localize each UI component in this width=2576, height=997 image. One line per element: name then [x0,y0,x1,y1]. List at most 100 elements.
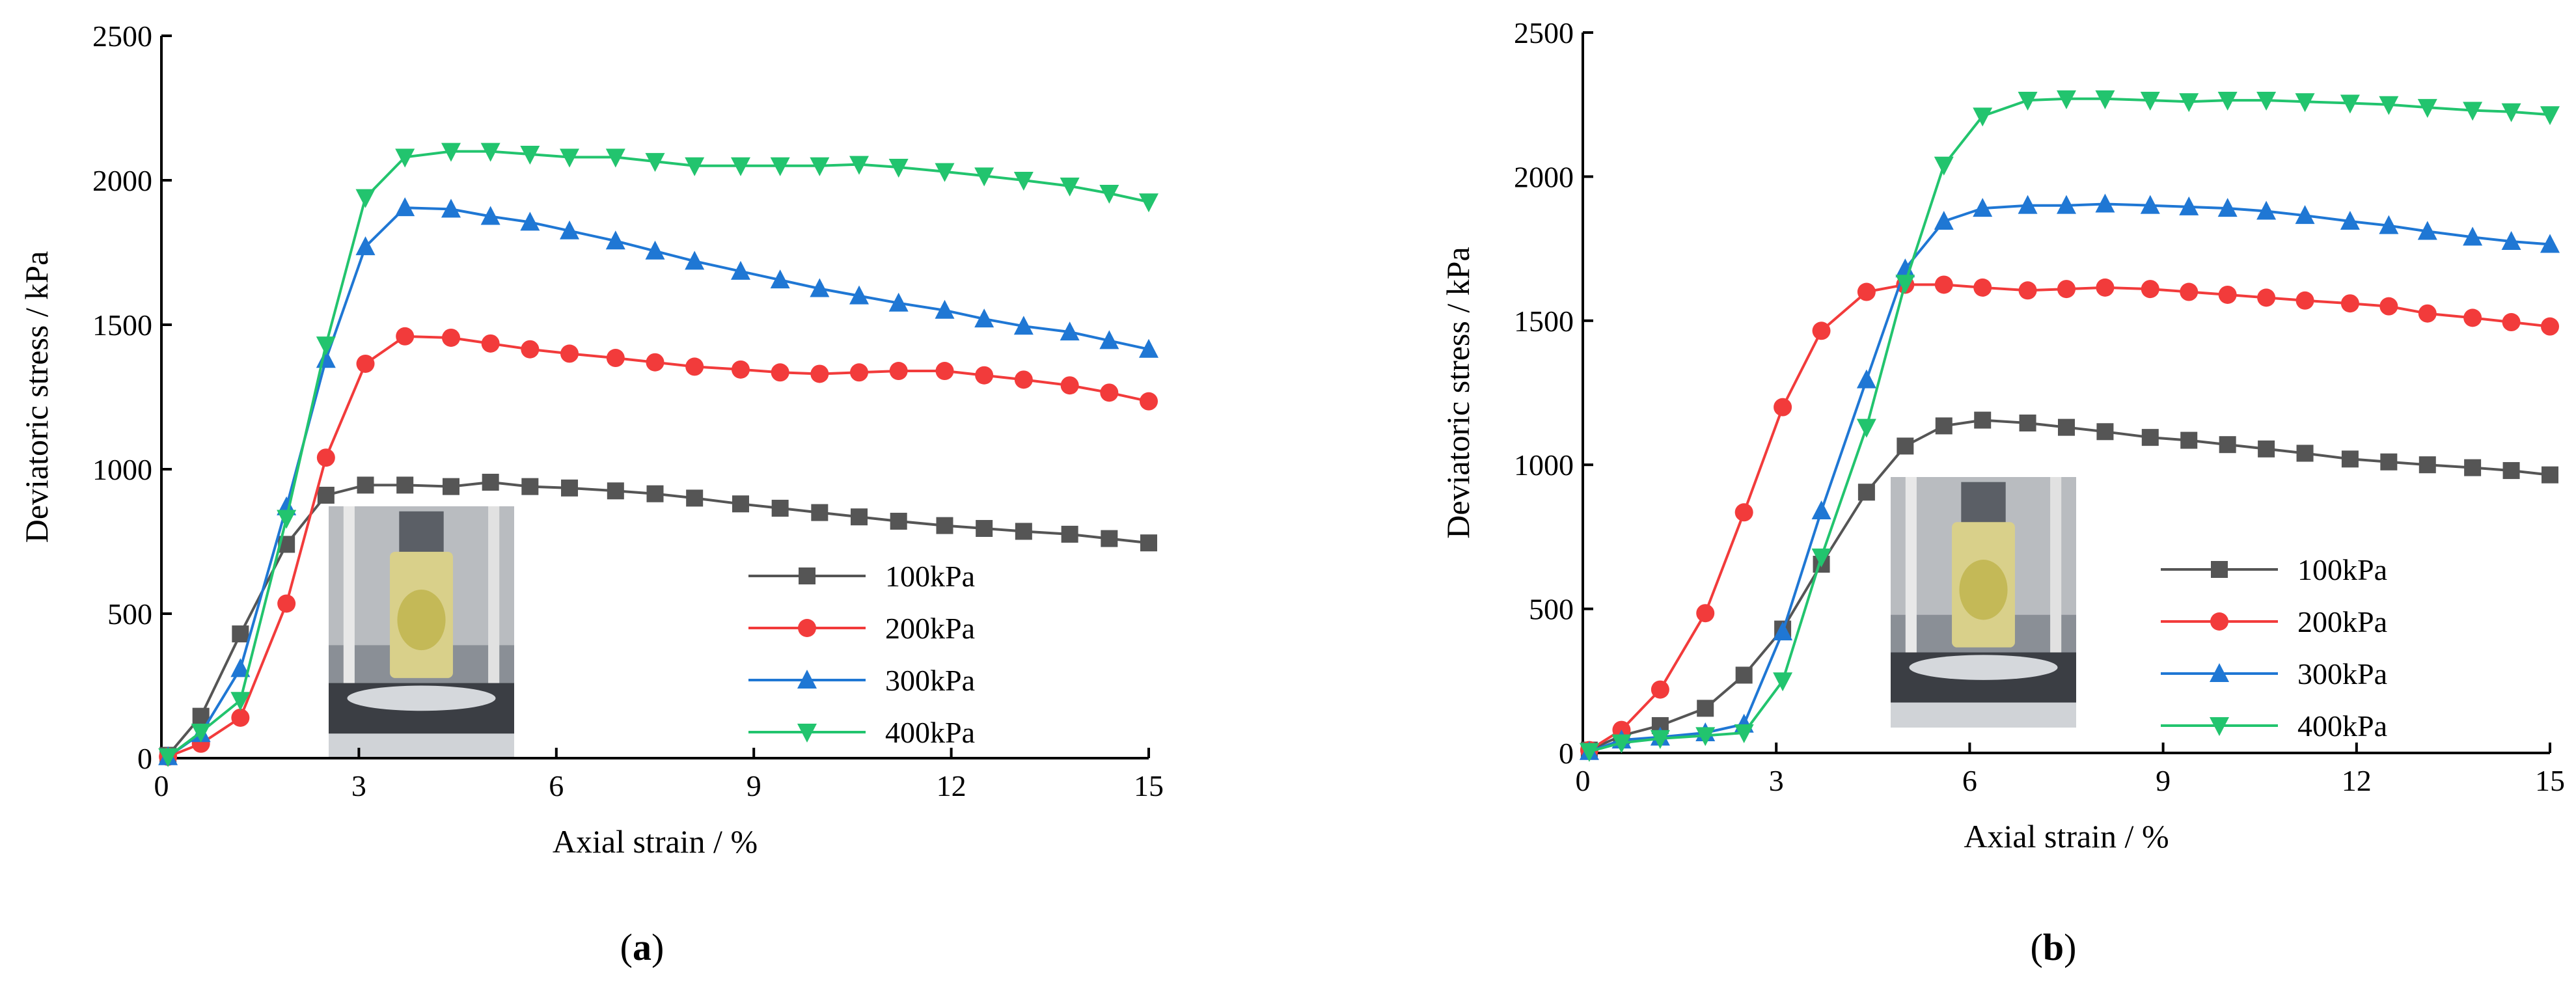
chart-panel-b: 0 3 6 9 12 15 0 500 1000 1500 2000 2500 Axial strain… [1440,16,2565,968]
data-point-100kPa [851,508,868,526]
data-point-200kPa [2257,288,2276,307]
data-point-200kPa [850,363,869,382]
data-point-200kPa [2541,317,2559,336]
legend-entry-100kPa: 100kPa [748,560,975,593]
data-point-300kPa [605,230,625,250]
data-point-200kPa [441,328,460,347]
photo-piston [1961,482,2006,527]
y-tick-label: 2000 [92,164,152,197]
legend-label: 400kPa [885,716,975,749]
data-point-400kPa [277,510,297,529]
data-point-100kPa [2380,453,2398,471]
data-point-100kPa [396,476,414,494]
y-tick-label: 1500 [92,308,152,342]
photo-plate [329,733,514,759]
data-point-400kPa [1811,548,1831,567]
photo-specimen-core [397,590,446,651]
data-point-400kPa [1695,727,1716,746]
data-point-300kPa [645,240,665,260]
data-point-400kPa [2140,92,2160,111]
series-400kPa [158,143,1158,767]
data-point-400kPa [1973,107,1993,127]
photo-right-rod [488,506,500,721]
data-point-300kPa [2018,195,2038,214]
photo-left-rod [1905,477,1917,690]
photo-right-rod [2050,477,2062,690]
data-point-200kPa [396,327,415,346]
data-point-200kPa [1014,370,1033,389]
data-point-100kPa [607,482,624,500]
legend-marker [2210,717,2229,736]
photo-piston [399,511,444,557]
data-point-200kPa [685,357,704,376]
data-point-400kPa [2540,106,2560,126]
data-point-400kPa [685,157,705,176]
photo-specimen-core [1959,560,2008,620]
data-point-300kPa [974,308,994,328]
y-tick-label: 0 [1559,737,1574,770]
panel-label: (b) [2031,926,2077,968]
legend-label: 300kPa [2297,657,2387,690]
data-point-400kPa [1773,672,1793,692]
data-point-200kPa [810,364,829,383]
data-point-200kPa [1100,383,1119,402]
legend-marker [797,670,817,689]
x-tick-label: 12 [937,769,966,802]
data-point-200kPa [2418,304,2437,323]
data-point-400kPa [1579,743,1599,762]
data-point-300kPa [1811,500,1831,520]
data-point-400kPa [230,692,251,711]
data-point-300kPa [395,197,415,217]
data-point-300kPa [2179,196,2199,215]
data-point-200kPa [1060,376,1079,395]
data-point-200kPa [771,363,789,382]
data-point-400kPa [2340,94,2360,114]
legend-label: 400kPa [2297,709,2387,743]
data-point-100kPa [890,512,907,530]
x-tick-label: 3 [1769,764,1784,797]
panel-label-close: ) [651,926,664,968]
y-tick-label: 500 [1529,593,1574,626]
data-point-400kPa [2095,90,2115,109]
data-point-100kPa [771,499,789,517]
y-tick-label: 2000 [1514,160,1574,193]
legend-entry-300kPa: 300kPa [748,664,975,697]
data-point-200kPa [356,354,375,373]
data-point-300kPa [2095,193,2115,213]
data-point-200kPa [935,362,954,381]
data-point-200kPa [231,708,250,727]
data-point-100kPa [317,486,335,504]
x-tick-label: 9 [747,769,761,802]
data-point-200kPa [481,334,500,353]
y-tick-label: 1000 [92,453,152,486]
data-point-100kPa [2141,429,2159,446]
data-point-300kPa [560,220,580,239]
data-point-300kPa [849,285,870,305]
data-point-200kPa [1734,503,1753,522]
data-point-400kPa [520,146,540,165]
data-point-400kPa [1856,418,1876,438]
data-point-100kPa [1897,437,1914,455]
data-point-300kPa [770,269,790,289]
data-point-200kPa [560,344,579,363]
data-point-400kPa [849,156,870,175]
data-point-400kPa [2179,93,2199,113]
data-point-400kPa [730,157,750,176]
data-point-200kPa [2502,313,2521,332]
data-point-400kPa [645,153,665,172]
legend-marker [2210,663,2229,682]
data-point-200kPa [277,594,296,613]
data-point-300kPa [2217,198,2238,217]
legend-label: 200kPa [2297,605,2387,638]
x-tick-label: 12 [2342,764,2372,797]
data-point-200kPa [521,340,540,359]
panel-label-open: ( [620,926,633,968]
data-point-100kPa [811,504,829,521]
data-point-400kPa [2463,102,2483,121]
data-point-200kPa [1696,604,1715,623]
panel-label: (a) [620,926,665,968]
legend-label: 200kPa [885,612,975,645]
data-point-300kPa [2463,226,2483,246]
data-point-200kPa [1812,321,1831,340]
series-400kPa [1579,90,2560,762]
